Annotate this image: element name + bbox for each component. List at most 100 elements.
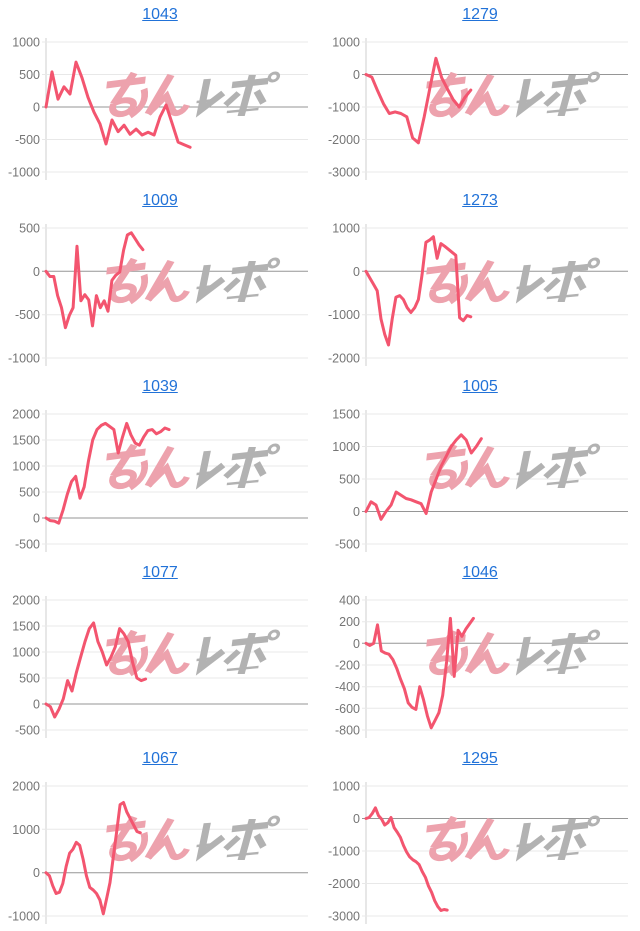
y-axis-label: 500 bbox=[19, 222, 40, 236]
y-axis-label: 0 bbox=[33, 265, 40, 279]
site-watermark bbox=[426, 443, 601, 491]
chart-title-row: 1039 bbox=[0, 372, 320, 402]
profit-line-chart: 2000 1500 1000 500 0 -500 bbox=[12, 594, 308, 738]
machine-number-link[interactable]: 1009 bbox=[142, 192, 178, 209]
chart-title-row: 1067 bbox=[0, 744, 320, 774]
profit-line-chart: 1000 0 -1000 -2000 -3000 bbox=[328, 36, 628, 180]
y-axis-label: -500 bbox=[15, 308, 40, 322]
y-axis-label: 1000 bbox=[332, 780, 360, 794]
profit-line bbox=[44, 421, 171, 525]
y-axis-label: 0 bbox=[33, 698, 40, 712]
chart-title-row: 1077 bbox=[0, 558, 320, 588]
machine-number-link[interactable]: 1046 bbox=[462, 564, 498, 581]
y-axis-label: 500 bbox=[19, 672, 40, 686]
y-axis-label: 1000 bbox=[12, 36, 40, 50]
profit-line bbox=[364, 235, 473, 347]
y-axis-label: 1000 bbox=[12, 823, 40, 837]
machine-number-link[interactable]: 1295 bbox=[462, 750, 498, 767]
machine-number-link[interactable]: 1067 bbox=[142, 750, 178, 767]
profit-line-chart: 400 200 0 -200 -400 -600 -800 bbox=[335, 594, 628, 738]
chart-title-row: 1005 bbox=[320, 372, 640, 402]
profit-line-chart: 1000 500 0 -500 -1000 bbox=[8, 36, 308, 180]
y-axis-label: 1000 bbox=[12, 460, 40, 474]
chart-card: 1077 2000 1500 1000 500 0 -500 bbox=[0, 558, 320, 744]
site-watermark bbox=[106, 443, 281, 491]
y-axis-label: -2000 bbox=[328, 877, 360, 891]
y-axis-label: 500 bbox=[19, 486, 40, 500]
machine-number-link[interactable]: 1039 bbox=[142, 378, 178, 395]
y-axis-label: 1000 bbox=[332, 36, 360, 50]
site-watermark bbox=[106, 257, 281, 305]
y-axis-label: 200 bbox=[339, 615, 360, 629]
y-axis-label: -3000 bbox=[328, 910, 360, 924]
y-axis-label: 0 bbox=[33, 866, 40, 880]
machine-number-link[interactable]: 1043 bbox=[142, 6, 178, 23]
profit-line-chart: 1000 0 -1000 -2000 bbox=[328, 222, 628, 366]
y-axis-label: 500 bbox=[339, 473, 360, 487]
y-axis-label: -800 bbox=[335, 724, 360, 738]
y-axis-label: 0 bbox=[353, 812, 360, 826]
chart-card: 1039 2000 1500 1000 500 0 -500 bbox=[0, 372, 320, 558]
y-axis-label: -1000 bbox=[8, 166, 40, 180]
y-axis-label: 0 bbox=[353, 68, 360, 82]
chart-title-row: 1043 bbox=[0, 0, 320, 30]
y-axis-label: -1000 bbox=[8, 910, 40, 924]
y-axis-label: 2000 bbox=[12, 408, 40, 422]
y-axis-label: 0 bbox=[353, 265, 360, 279]
y-axis-label: -500 bbox=[15, 133, 40, 147]
y-axis-label: 1500 bbox=[12, 620, 40, 634]
y-axis-label: -1000 bbox=[8, 352, 40, 366]
site-watermark bbox=[106, 815, 281, 863]
y-axis-label: -600 bbox=[335, 702, 360, 716]
y-axis-label: 0 bbox=[353, 505, 360, 519]
y-axis-label: -1000 bbox=[328, 845, 360, 859]
y-axis-label: 500 bbox=[19, 68, 40, 82]
y-axis-label: -200 bbox=[335, 659, 360, 673]
profit-line bbox=[364, 433, 483, 521]
y-axis-label: -500 bbox=[15, 724, 40, 738]
profit-line bbox=[364, 56, 473, 145]
chart-card: 1046 400 200 0 -200 -400 -600 -800 bbox=[320, 558, 640, 744]
chart-card: 1295 1000 0 -1000 -2000 -3000 bbox=[320, 744, 640, 930]
y-axis-label: 1000 bbox=[12, 646, 40, 660]
chart-card: 1273 1000 0 -1000 -2000 bbox=[320, 186, 640, 372]
y-axis-label: -500 bbox=[335, 538, 360, 552]
profit-line bbox=[44, 801, 142, 916]
y-axis-label: -2000 bbox=[328, 133, 360, 147]
y-axis-label: -3000 bbox=[328, 166, 360, 180]
y-axis-label: -400 bbox=[335, 680, 360, 694]
chart-card: 1279 1000 0 -1000 -2000 -3000 bbox=[320, 0, 640, 186]
y-axis-label: 1500 bbox=[332, 408, 360, 422]
chart-card: 1005 1500 1000 500 0 -500 bbox=[320, 372, 640, 558]
profit-line-chart: 500 0 -500 -1000 bbox=[8, 222, 308, 366]
machine-number-link[interactable]: 1279 bbox=[462, 6, 498, 23]
site-watermark bbox=[426, 257, 601, 305]
y-axis-label: -500 bbox=[15, 538, 40, 552]
profit-line bbox=[44, 231, 145, 330]
machine-number-link[interactable]: 1005 bbox=[462, 378, 498, 395]
profit-line-chart: 2000 1500 1000 500 0 -500 bbox=[12, 408, 308, 552]
y-axis-label: -1000 bbox=[328, 101, 360, 115]
site-watermark bbox=[106, 71, 281, 119]
y-axis-label: 1000 bbox=[332, 440, 360, 454]
y-axis-label: 2000 bbox=[12, 780, 40, 794]
profit-line bbox=[44, 621, 148, 719]
chart-title-row: 1279 bbox=[320, 0, 640, 30]
machine-number-link[interactable]: 1273 bbox=[462, 192, 498, 209]
chart-title-row: 1009 bbox=[0, 186, 320, 216]
y-axis-label: 1000 bbox=[332, 222, 360, 236]
chart-card: 1067 2000 1000 0 -1000 bbox=[0, 744, 320, 930]
chart-title-row: 1273 bbox=[320, 186, 640, 216]
y-axis-label: 0 bbox=[353, 637, 360, 651]
profit-line-chart: 1500 1000 500 0 -500 bbox=[332, 408, 628, 552]
profit-line bbox=[364, 806, 449, 912]
y-axis-label: -2000 bbox=[328, 352, 360, 366]
machine-number-link[interactable]: 1077 bbox=[142, 564, 178, 581]
profit-line bbox=[44, 60, 192, 149]
y-axis-label: -1000 bbox=[328, 308, 360, 322]
chart-title-row: 1046 bbox=[320, 558, 640, 588]
site-watermark bbox=[426, 71, 601, 119]
y-axis-label: 1500 bbox=[12, 434, 40, 448]
y-axis-label: 2000 bbox=[12, 594, 40, 608]
